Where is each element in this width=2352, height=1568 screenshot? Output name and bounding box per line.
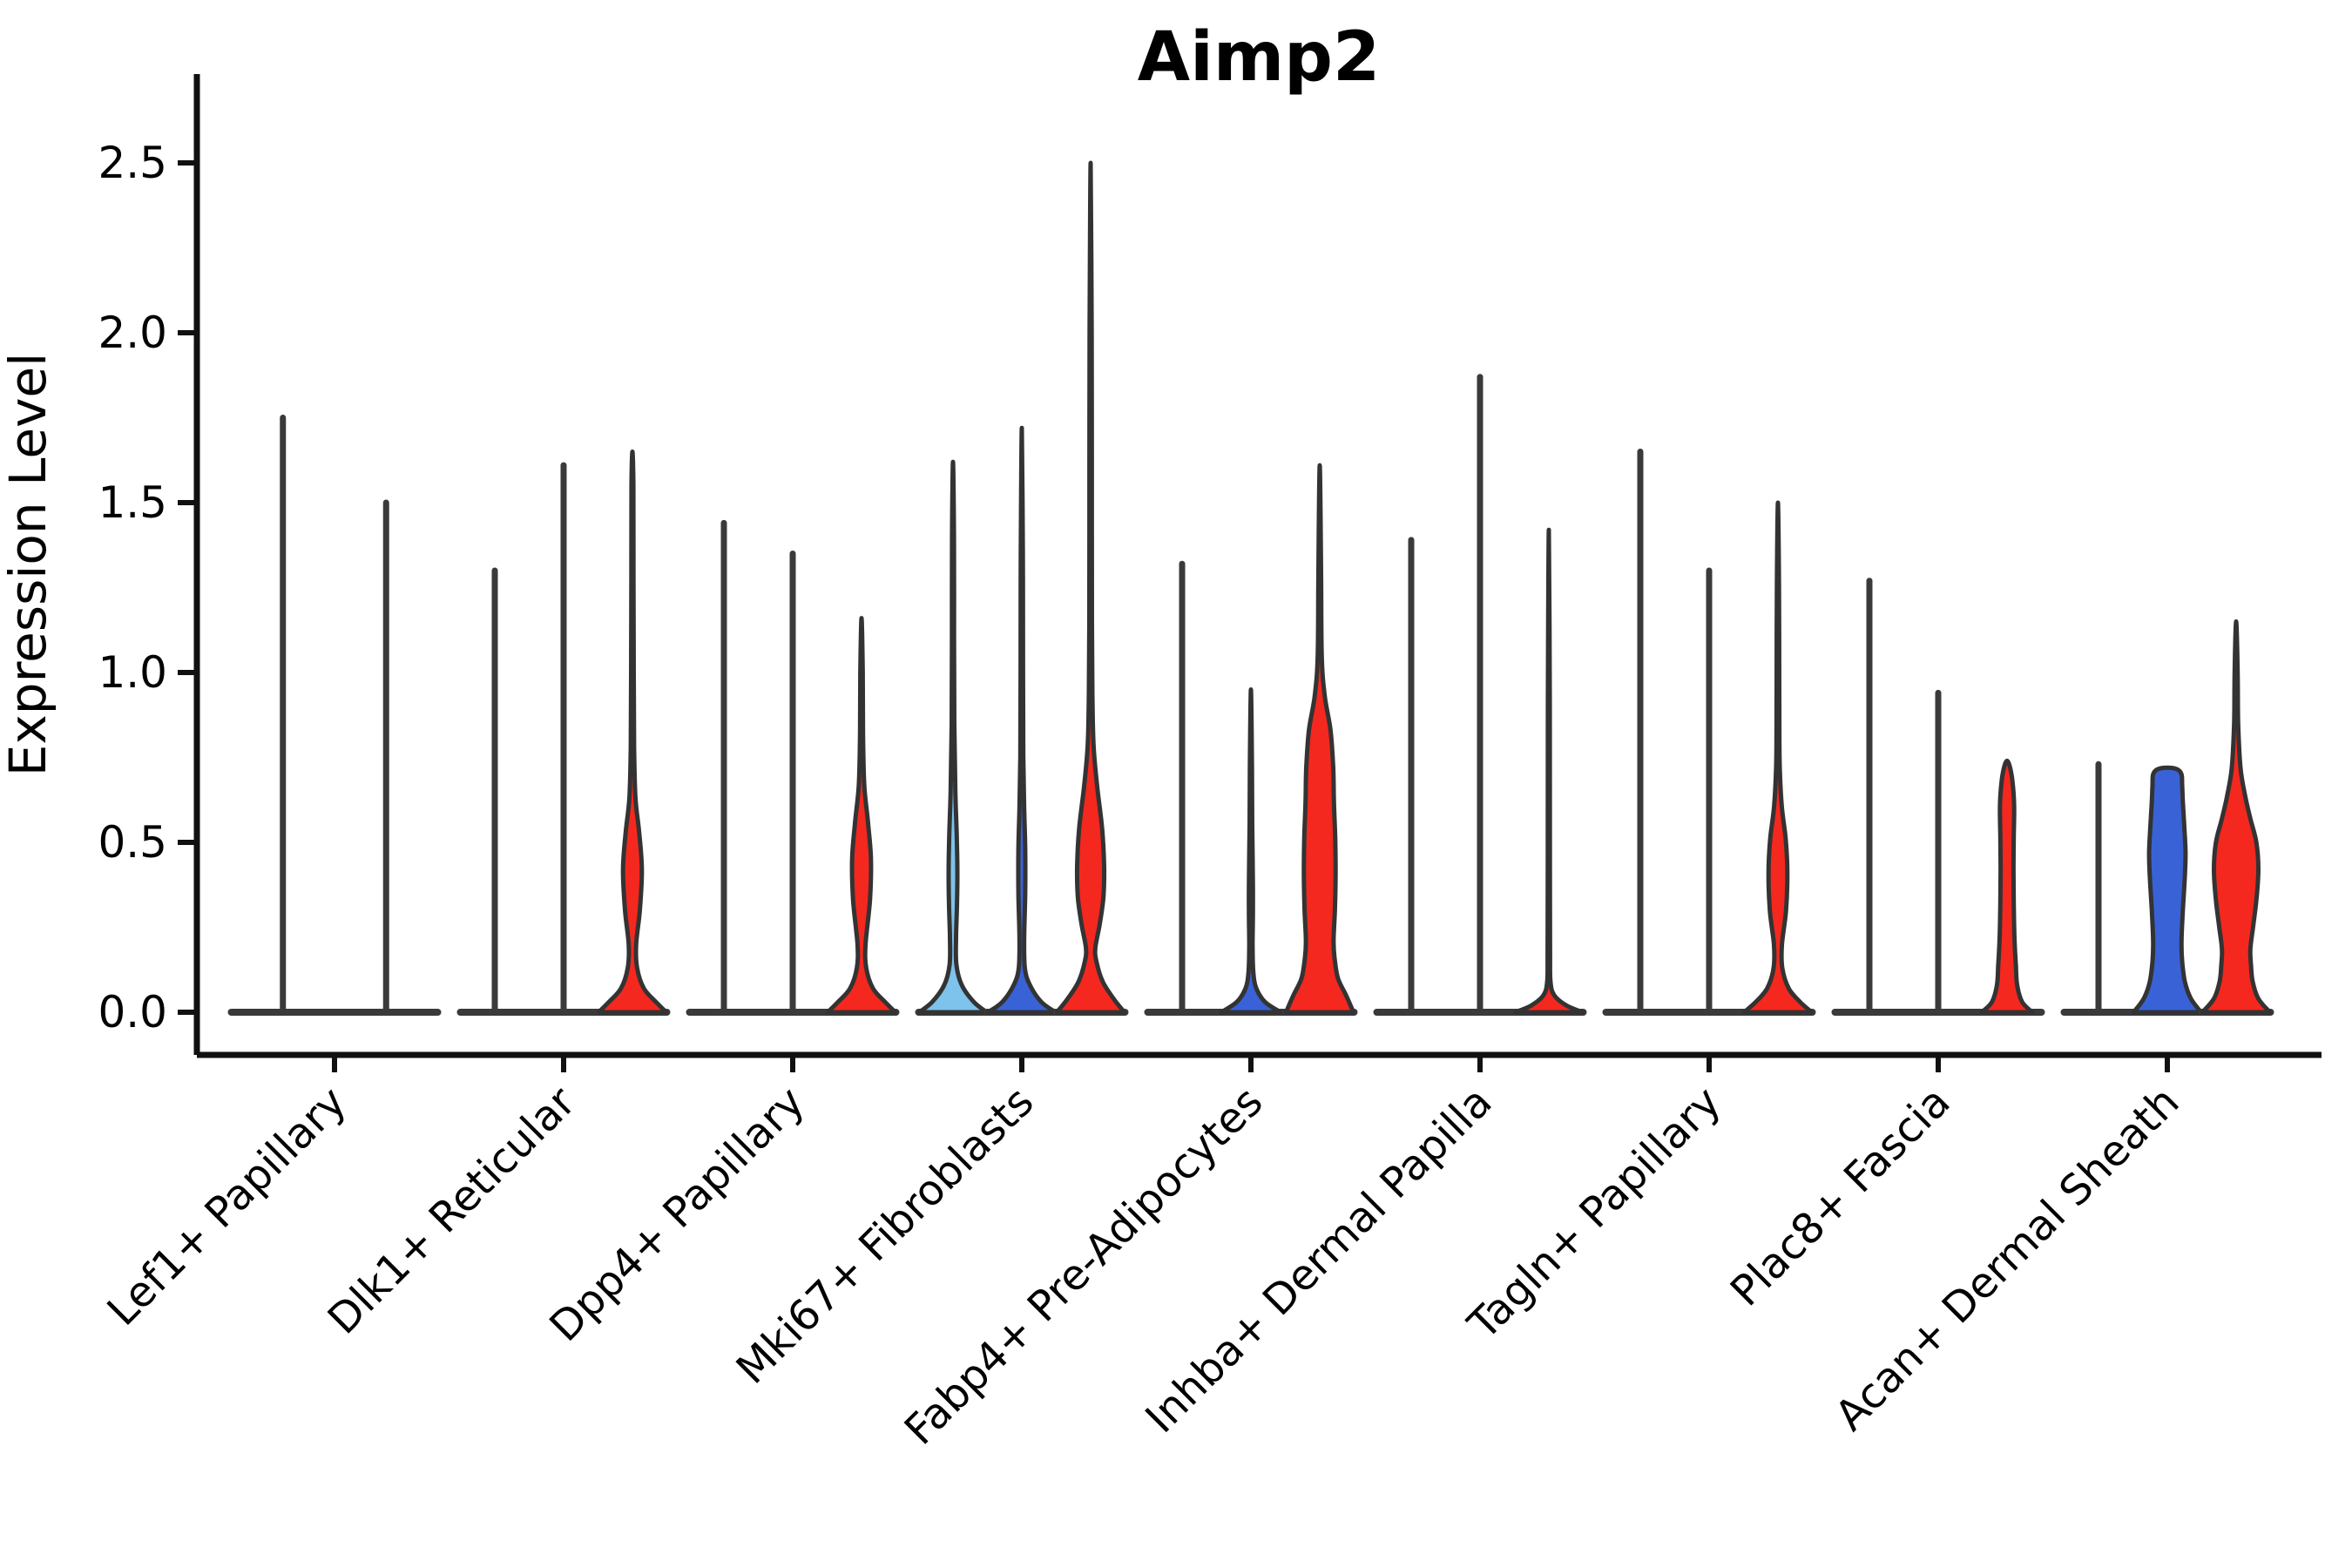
violin-shape — [1979, 758, 2035, 1015]
y-tick-label: 0.5 — [98, 817, 167, 868]
violins-layer — [227, 160, 2274, 1016]
y-tick-label: 1.5 — [98, 477, 167, 528]
plot-title: Aimp2 — [1138, 18, 1380, 97]
x-tick-label: Dpp4+ Papillary — [540, 1078, 814, 1351]
violin-shape — [985, 425, 1058, 1015]
y-tick-label: 2.5 — [98, 138, 167, 188]
violin-shape — [1054, 160, 1127, 1015]
violin-shape — [916, 459, 990, 1015]
x-tick-label: Lef1+ Papillary — [98, 1078, 356, 1335]
violin-shape — [1512, 527, 1585, 1015]
violin-shape — [825, 616, 898, 1015]
x-tick-label: Dlk1+ Reticular — [319, 1078, 585, 1344]
violin-shape — [2200, 619, 2273, 1015]
y-tick-label: 2.0 — [98, 308, 167, 358]
x-tick-label: Tagln+ Papillary — [1458, 1078, 1730, 1349]
x-tick-label: Plac8+ Fascia — [1721, 1078, 1960, 1316]
violin-shape — [1283, 463, 1356, 1015]
axes — [178, 74, 2322, 1072]
violin-shape — [596, 449, 669, 1015]
y-tick-label: 1.0 — [98, 647, 167, 698]
violin-shape — [1219, 687, 1283, 1015]
y-axis-label: Expression Level — [0, 353, 57, 776]
violin-shape — [2131, 765, 2204, 1015]
y-tick-labels: 0.0 0.5 1.0 1.5 2.0 2.5 — [98, 138, 167, 1037]
y-tick-label: 0.0 — [98, 987, 167, 1037]
violin-shape — [1741, 500, 1815, 1015]
